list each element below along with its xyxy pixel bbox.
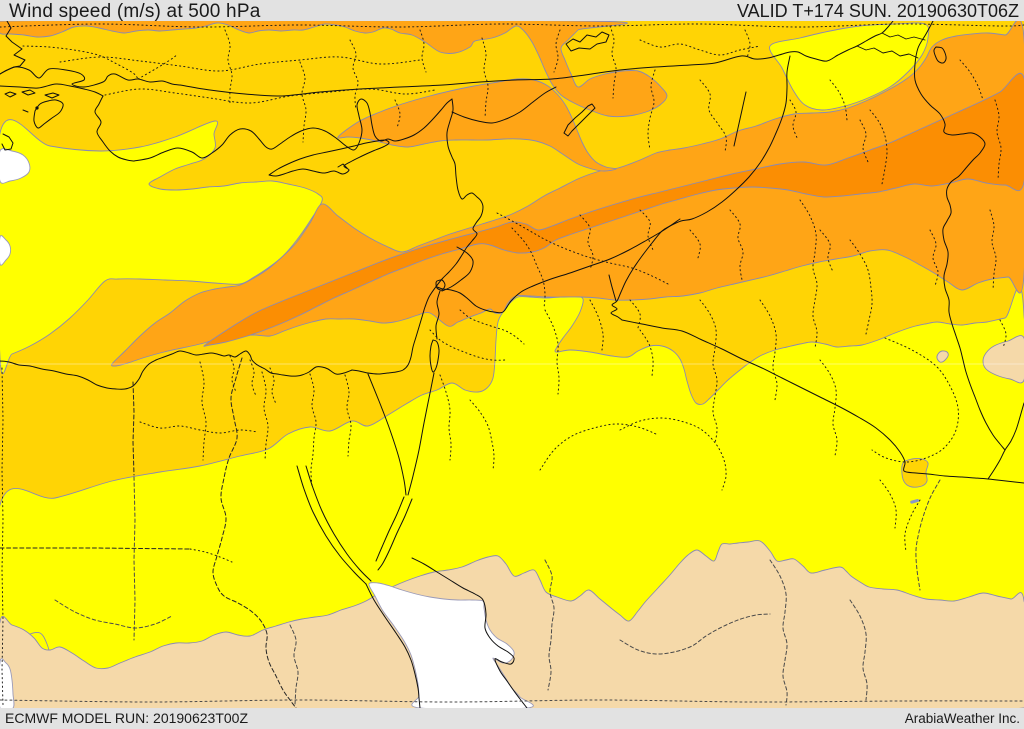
svg-text:ArabiaWeather Inc.: ArabiaWeather Inc.	[905, 711, 1020, 726]
svg-text:VALID T+174 SUN. 20190630T06Z: VALID T+174 SUN. 20190630T06Z	[737, 1, 1019, 21]
svg-text:Wind speed (m/s) at 500 hPa: Wind speed (m/s) at 500 hPa	[9, 1, 261, 22]
svg-text:ECMWF MODEL RUN: 20190623T00Z: ECMWF MODEL RUN: 20190623T00Z	[5, 710, 248, 726]
